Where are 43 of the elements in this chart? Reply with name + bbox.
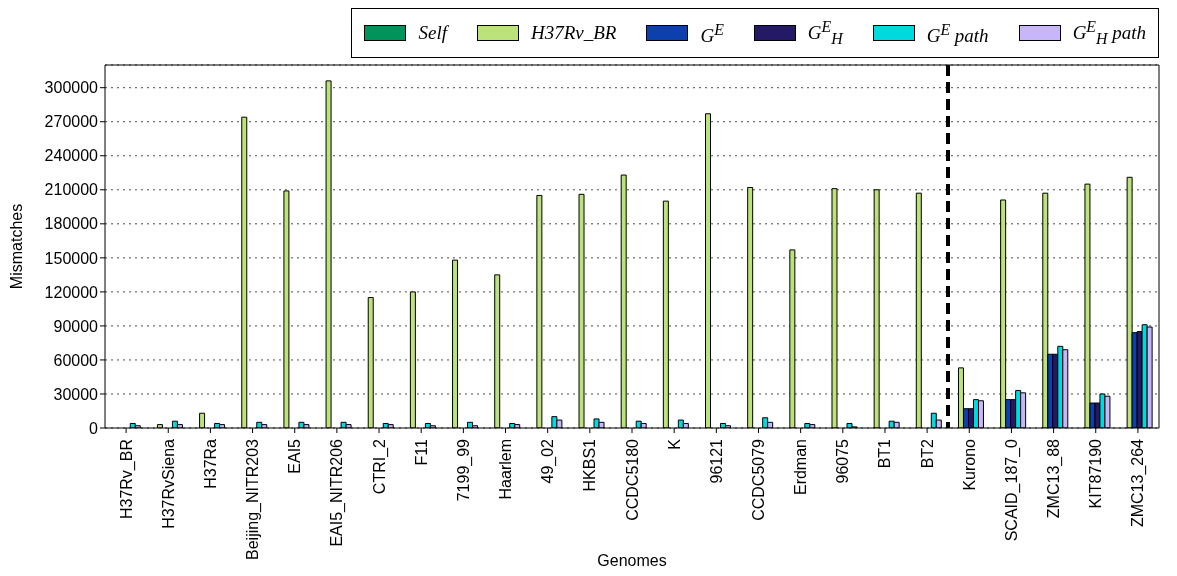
x-tick-label: ZMC13_88: [1045, 439, 1064, 519]
x-tick-label: H37Rv_BR: [117, 439, 136, 520]
y-tick-label: 270000: [44, 113, 99, 131]
x-tick-label: Kurono: [960, 439, 978, 491]
y-tick-label: 300000: [44, 79, 99, 97]
y-tick-label: 60000: [53, 351, 99, 369]
x-tick-label: 96075: [834, 439, 852, 484]
y-tick-label: 210000: [44, 181, 99, 199]
y-tick-label: 30000: [53, 385, 99, 403]
x-tick-label: EAI5: [286, 439, 304, 474]
x-tick-label: H37Ra: [201, 439, 219, 489]
x-tick-label: F11: [412, 439, 430, 466]
x-axis-title: Genomes: [597, 552, 667, 570]
x-tick-label: Beijing_NITR203: [244, 439, 263, 561]
x-tick-label: Haarlem: [497, 439, 515, 500]
x-tick-label: 7199_99: [454, 439, 473, 502]
x-tick-label: SCAID_187_0: [1002, 439, 1021, 542]
x-tick-label: HKBS1: [581, 439, 599, 492]
y-tick-label: 90000: [53, 317, 99, 335]
legend-label: H37Rv_BR: [530, 21, 617, 46]
legend-label: G$^{E}$ path: [926, 19, 989, 49]
x-tick-label: 49_02: [539, 439, 558, 484]
y-axis-title: Mismatches: [7, 203, 25, 290]
x-tick-label: ZMC13_264: [1129, 439, 1148, 528]
legend-label: Self: [418, 21, 447, 46]
x-tick-label: KIT87190: [1087, 439, 1105, 509]
x-tick-label: BT1: [876, 439, 894, 469]
x-tick-label: CCDC5079: [749, 439, 767, 521]
x-tick-label: Erdman: [792, 439, 810, 496]
y-tick-label: 0: [89, 419, 99, 437]
x-tick-label: H37RvSiena: [159, 439, 177, 529]
x-tick-label: BT2: [918, 439, 936, 469]
legend-label: G$^{E}$: [700, 19, 724, 49]
x-tick-label: CTRI_2: [370, 439, 389, 495]
x-tick-label: K: [665, 438, 683, 450]
y-tick-label: 180000: [44, 215, 99, 233]
x-tick-label: CCDC5180: [623, 439, 641, 521]
y-tick-label: 150000: [44, 249, 99, 267]
legend-label: G$^{E}$$_{H}$ path: [1072, 17, 1146, 50]
x-tick-label: EAI5_NITR206: [328, 439, 347, 547]
y-tick-label: 240000: [44, 147, 99, 165]
y-tick-label: 120000: [44, 283, 99, 301]
x-tick-label: 96121: [707, 439, 725, 484]
